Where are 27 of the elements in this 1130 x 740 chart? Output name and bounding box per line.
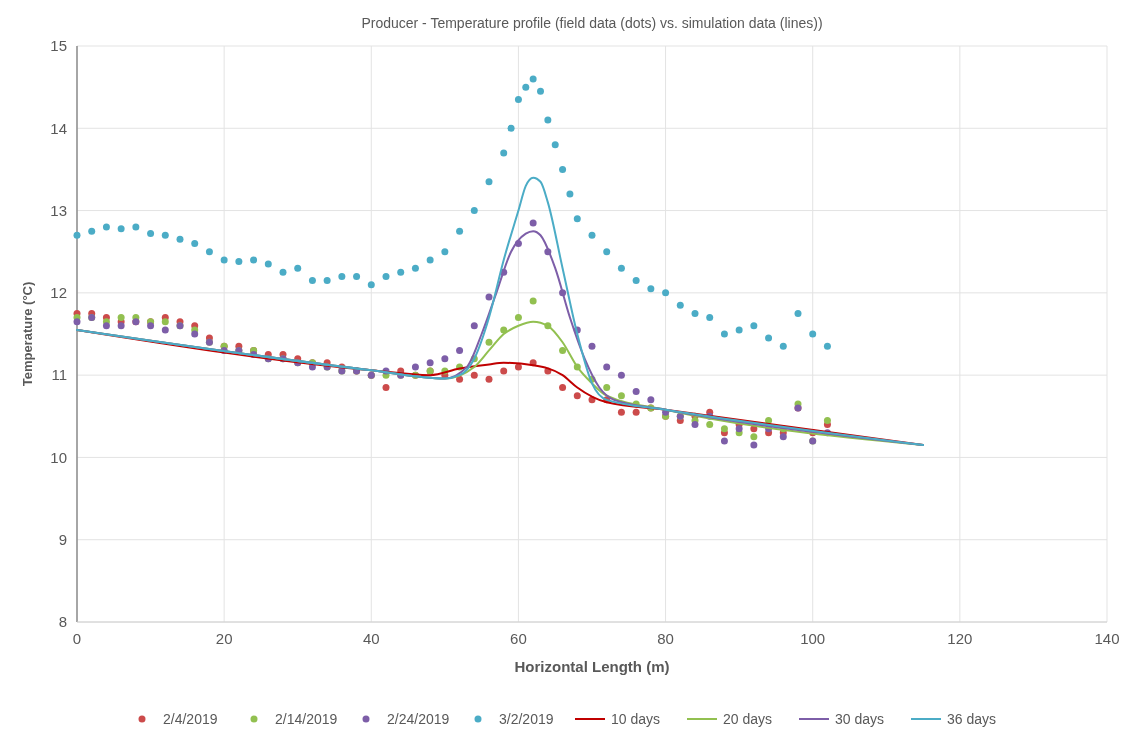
x-tick-label: 140 (1094, 630, 1120, 647)
x-tick-label: 120 (947, 630, 973, 647)
x-tick-label: 0 (72, 630, 82, 647)
legend-label: 30 days (835, 710, 885, 727)
x-axis-title: Horizontal Length (m) (514, 658, 670, 675)
legend-label: 3/2/2019 (499, 710, 554, 727)
legend-label: 20 days (723, 710, 773, 727)
y-tick-label: 13 (50, 201, 67, 219)
x-tick-label: 40 (362, 630, 380, 647)
x-tick-label: 100 (800, 630, 826, 647)
legend-label: 36 days (947, 710, 997, 727)
y-tick-label: 9 (58, 530, 67, 548)
legend-label: 2/14/2019 (275, 710, 338, 727)
x-tick-label: 80 (657, 630, 674, 647)
legend-label: 2/4/2019 (163, 710, 218, 727)
y-tick-label: 10 (50, 448, 67, 466)
x-tick-label: 60 (510, 630, 527, 647)
y-tick-label: 14 (50, 119, 67, 137)
legend-label: 10 days (611, 710, 661, 727)
y-tick-label: 12 (50, 284, 67, 302)
y-tick-label: 15 (50, 37, 67, 55)
legend-label: 2/24/2019 (387, 710, 450, 727)
chart-title: Producer - Temperature profile (field data (dots) vs. simulation data (lines)) (361, 15, 823, 31)
y-tick-label: 11 (51, 366, 67, 384)
x-tick-label: 20 (215, 630, 233, 647)
y-axis-title: Temperature (°C) (20, 281, 35, 387)
y-tick-label: 8 (58, 613, 67, 631)
